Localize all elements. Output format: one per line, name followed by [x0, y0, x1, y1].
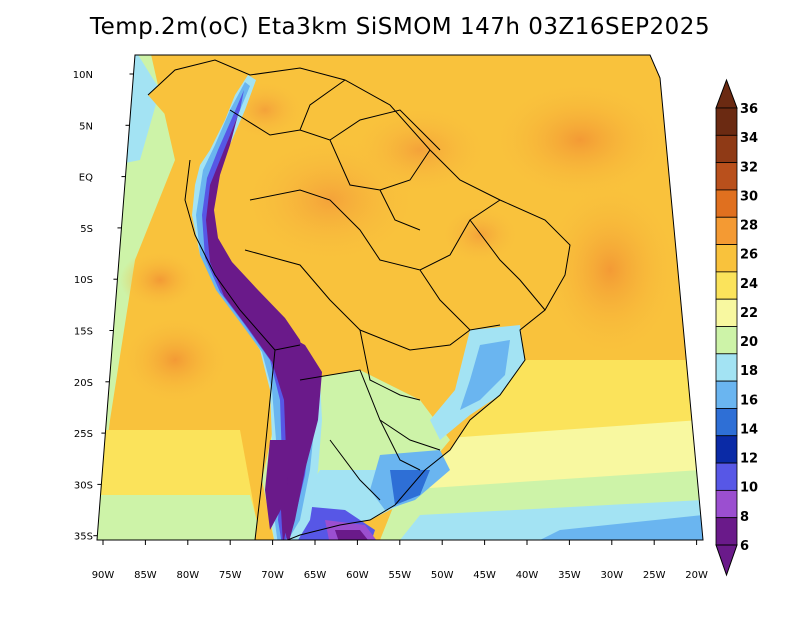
- colorbar-swatch: [715, 216, 738, 245]
- colorbar-label: 16: [740, 393, 758, 408]
- lat-label: 10N: [73, 70, 93, 81]
- colorbar-swatch: [715, 353, 738, 382]
- colorbar-label: 24: [740, 277, 758, 292]
- lon-label: 80W: [176, 570, 199, 581]
- colorbar-label: 18: [740, 364, 758, 379]
- colorbar-swatch: [715, 162, 738, 191]
- colorbar-label: 14: [740, 422, 758, 437]
- colorbar-swatch: [715, 435, 738, 464]
- lon-label: 70W: [261, 570, 284, 581]
- colorbar-label: 12: [740, 452, 758, 467]
- colorbar-label: 8: [740, 510, 749, 525]
- colorbar-label: 34: [740, 131, 758, 146]
- colorbar: 36 34 32 30 28 26 24 22 20 18 16 14 12 10 8 6: [715, 78, 758, 577]
- lon-label: 20W: [685, 570, 708, 581]
- lon-label: 45W: [473, 570, 496, 581]
- colorbar-swatch: [715, 298, 738, 327]
- colorbar-swatch: [715, 462, 738, 491]
- temperature-field: [97, 55, 703, 540]
- lon-label: 35W: [558, 570, 581, 581]
- longitude-axis: 90W 85W 80W 75W 70W 65W 60W 55W 50W 45W 40W 35W 30W 2…: [92, 540, 708, 581]
- lon-label: 65W: [304, 570, 327, 581]
- colorbar-label: 6: [740, 539, 749, 554]
- lon-label: 50W: [431, 570, 454, 581]
- colorbar-swatch: [715, 107, 738, 136]
- lon-label: 55W: [388, 570, 411, 581]
- colorbar-swatch: [715, 189, 738, 218]
- colorbar-bottom-arrow: [715, 544, 738, 577]
- map-frame: [96, 54, 704, 541]
- lon-label: 75W: [219, 570, 242, 581]
- colorbar-swatch: [715, 134, 738, 164]
- colorbar-label: 30: [740, 189, 758, 204]
- lat-label: 25S: [74, 429, 93, 440]
- lon-label: 90W: [92, 570, 115, 581]
- colorbar-swatch: [715, 517, 738, 546]
- colorbar-swatch: [715, 380, 738, 409]
- colorbar-top-arrow: [715, 78, 738, 109]
- colorbar-label: 36: [740, 102, 758, 117]
- country-borders: [147, 59, 571, 540]
- lat-label: 15S: [74, 327, 93, 338]
- latitude-axis: 10N 5N EQ 5S 10S 15S 20S 25S 30S 35S: [73, 70, 134, 543]
- lat-label: 5S: [80, 224, 93, 235]
- lat-label: 30S: [74, 480, 93, 491]
- colorbar-label: 32: [740, 160, 758, 175]
- colorbar-label: 20: [740, 335, 758, 350]
- colorbar-label: 26: [740, 248, 758, 263]
- map-title: Temp.2m(oC) Eta3km SiSMOM 147h 03Z16SEP2…: [89, 14, 711, 40]
- colorbar-swatch: [715, 244, 738, 273]
- colorbar-label: 28: [740, 219, 758, 234]
- lat-label: 10S: [74, 275, 93, 286]
- lon-label: 25W: [643, 570, 666, 581]
- lat-label: EQ: [79, 173, 93, 184]
- colorbar-swatch: [715, 271, 738, 300]
- lat-label: 5N: [79, 121, 93, 132]
- lon-label: 85W: [134, 570, 157, 581]
- colorbar-label: 22: [740, 306, 758, 321]
- colorbar-swatch: [715, 489, 738, 519]
- lat-label: 20S: [74, 378, 93, 389]
- lon-label: 40W: [516, 570, 539, 581]
- colorbar-swatch: [715, 326, 738, 355]
- colorbar-swatch: [715, 408, 738, 437]
- lon-label: 30W: [600, 570, 623, 581]
- colorbar-label: 10: [740, 481, 758, 496]
- lat-label: 35S: [74, 532, 93, 543]
- lon-label: 60W: [346, 570, 369, 581]
